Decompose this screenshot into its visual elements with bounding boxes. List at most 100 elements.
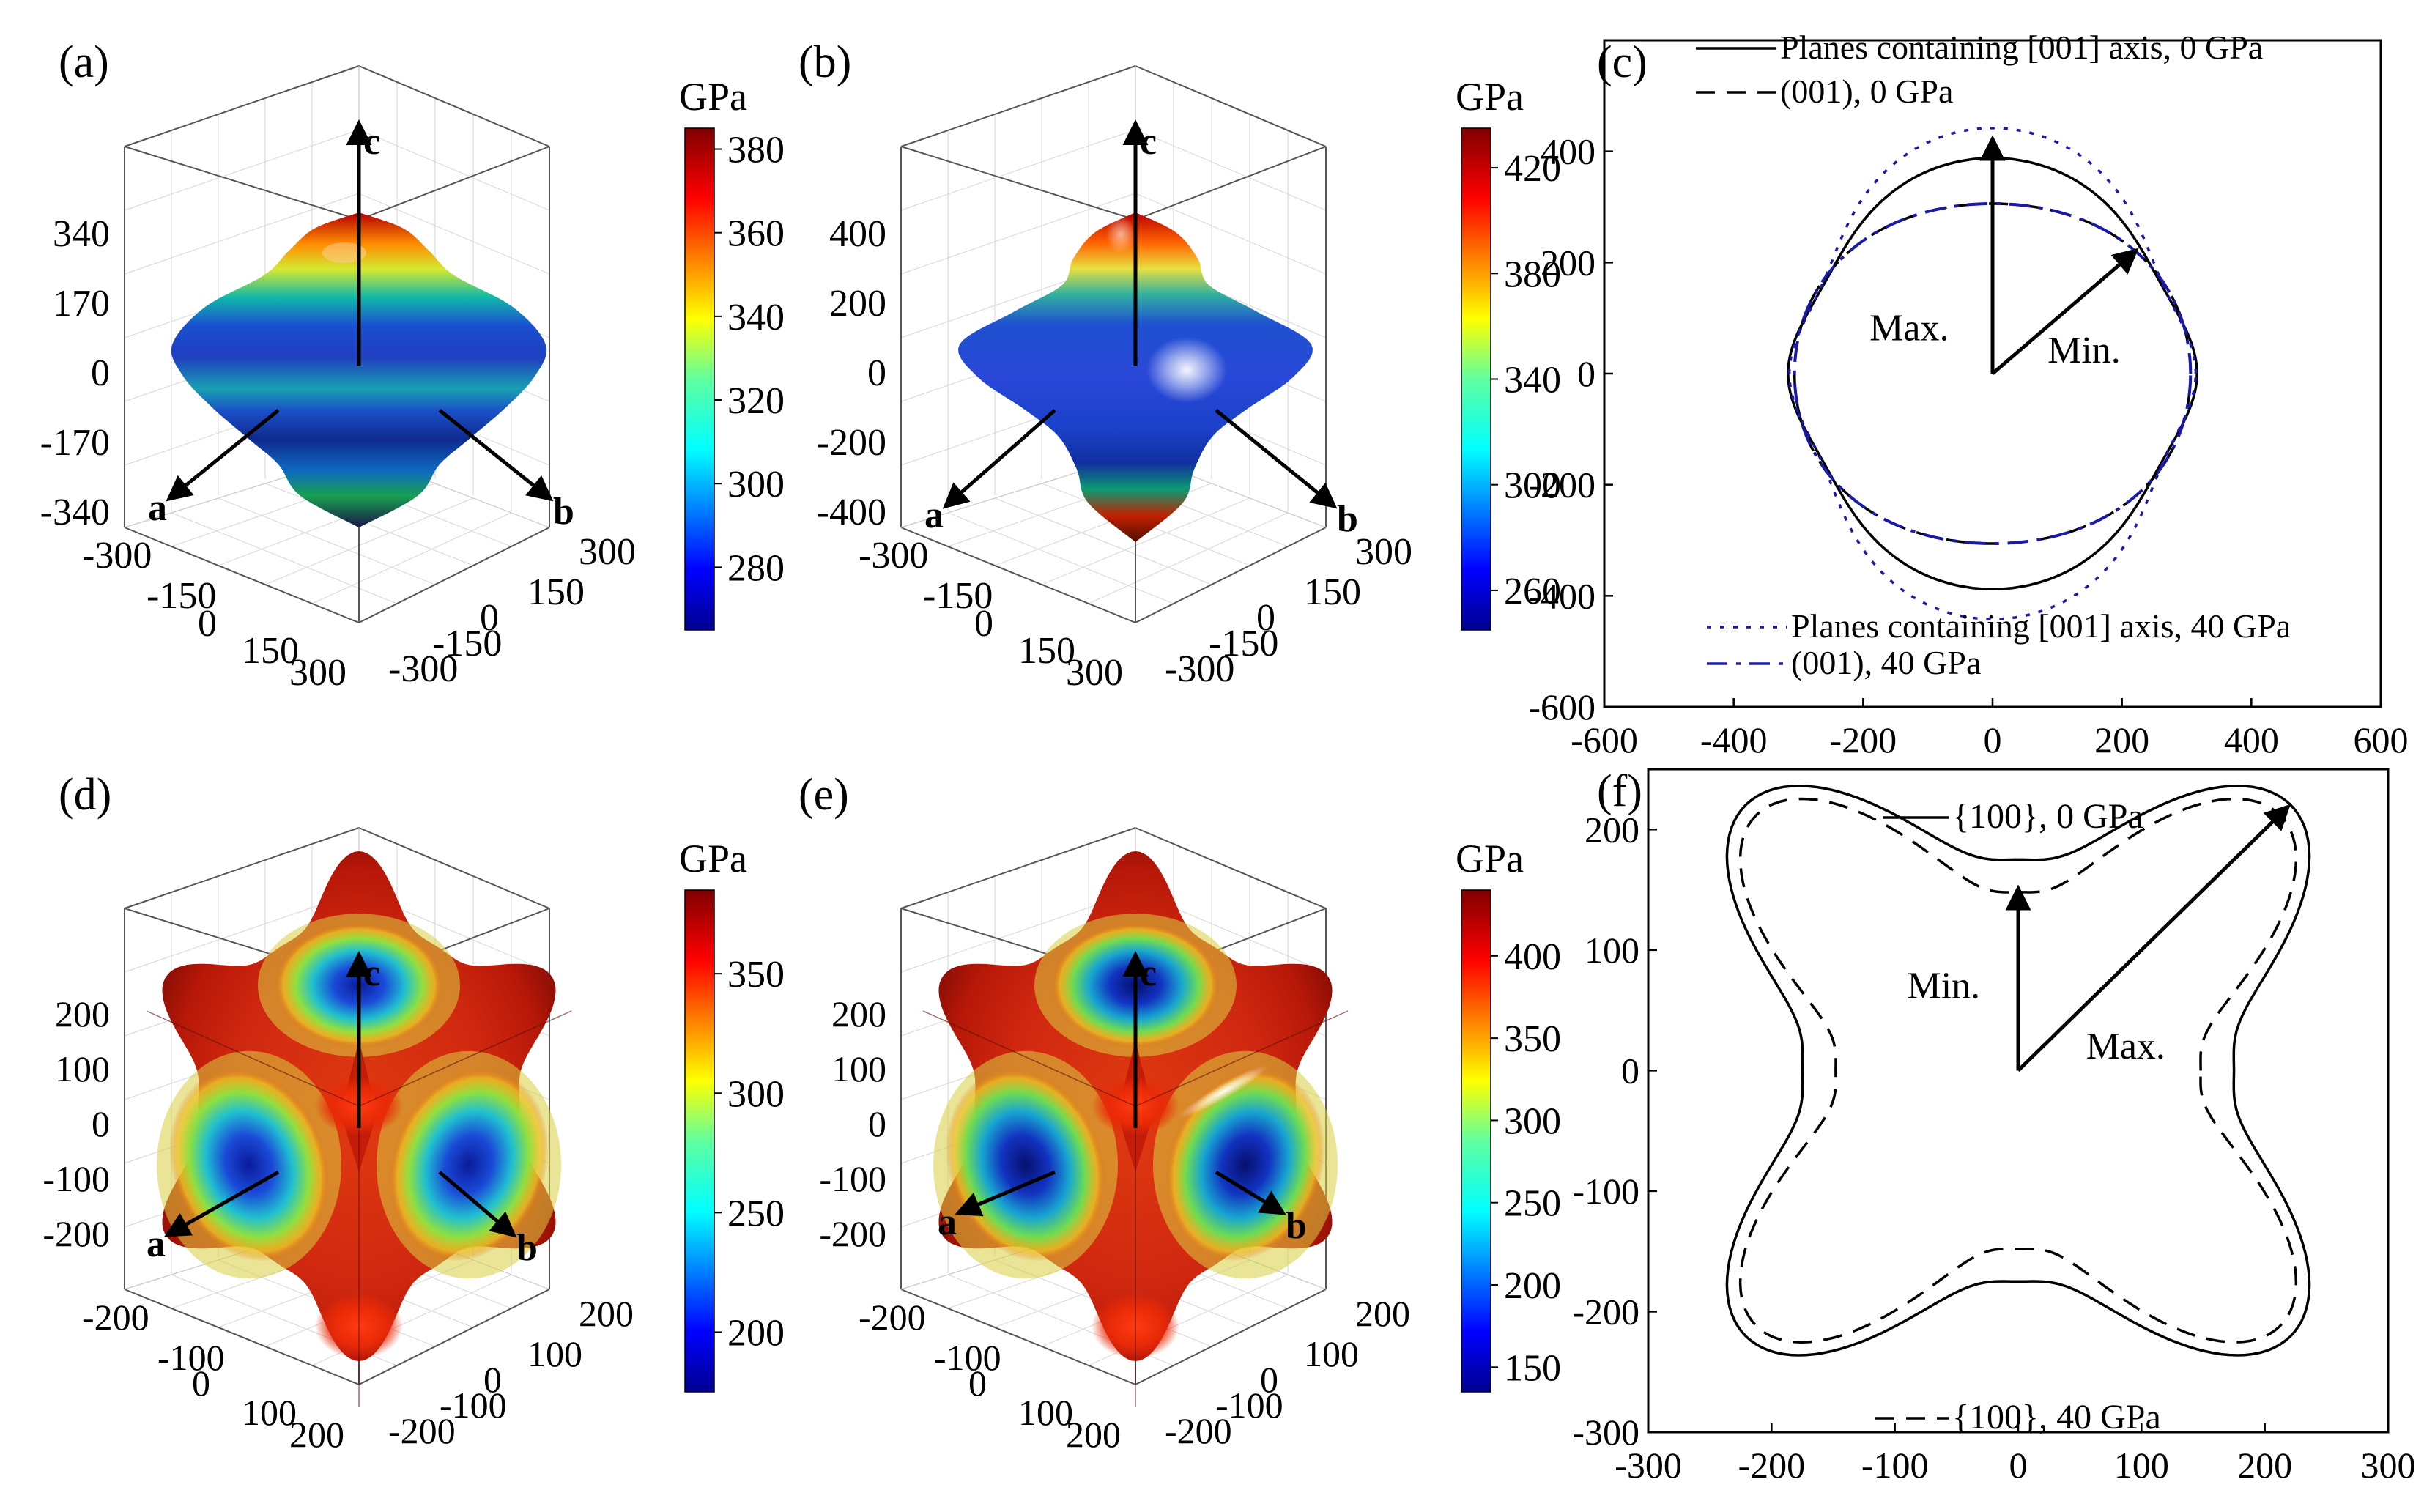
b-axis-arrow — [438, 409, 554, 502]
colorbar-tick-label: 300 — [1504, 1100, 1561, 1142]
z-tick-label: 100 — [831, 1048, 886, 1089]
legend-label: Planes containing [001] axis, 0 GPa — [1780, 29, 2263, 66]
box-edge — [900, 527, 1136, 623]
z-tick-label: 200 — [829, 283, 886, 325]
a-tick-label: 0 — [968, 1363, 987, 1404]
a-tick-label: -300 — [859, 535, 928, 577]
colorbar-tick-label: 300 — [727, 1073, 785, 1115]
box-edge — [358, 827, 550, 909]
x-tick-label: -600 — [1571, 719, 1638, 760]
panel-e: (e)ca b2001000-100-200-200-10001002002001… — [798, 770, 1561, 1455]
a-axis-arrow — [166, 409, 280, 502]
b-axis-arrow — [438, 1171, 517, 1238]
grid-line — [124, 129, 360, 211]
x-tick-label: -300 — [1615, 1445, 1682, 1486]
y-tick-label: -200 — [1572, 1291, 1639, 1332]
box-edge — [1135, 65, 1327, 147]
grid-line — [264, 483, 474, 566]
a-tick-label: 300 — [1066, 652, 1123, 694]
colorbar-tick-label: 150 — [1504, 1347, 1561, 1389]
box-edge — [900, 65, 1136, 147]
b-tick-label: 200 — [579, 1293, 634, 1334]
box-edge — [1135, 827, 1327, 909]
colorbar-unit-label: GPa — [1456, 837, 1524, 881]
b-axis-arrow — [1215, 409, 1338, 509]
b-tick-label: -150 — [432, 623, 502, 664]
a-tick-label: -100 — [934, 1337, 1001, 1378]
surface-shape — [958, 212, 1313, 542]
surface-edge — [922, 1010, 1136, 1107]
min-label: Min. — [1908, 966, 1981, 1007]
legend-label: {100}, 0 GPa — [1952, 797, 2143, 836]
colorbar-unit-label: GPa — [679, 837, 747, 881]
z-tick-label: 0 — [92, 1103, 110, 1144]
colorbar-tick-label: 250 — [727, 1193, 785, 1234]
legend-label: {100}, 40 GPa — [1952, 1398, 2161, 1437]
b-tick-label: 0 — [1256, 597, 1275, 639]
b-axis-label: b — [516, 1227, 538, 1269]
z-tick-label: 100 — [55, 1048, 110, 1089]
colorbar-tick-label: 350 — [727, 954, 785, 996]
a-axis-arrow — [955, 1170, 1056, 1217]
colorbar-tick-label: 300 — [1504, 465, 1561, 507]
x-tick-label: -200 — [1830, 719, 1897, 760]
z-tick-label: -100 — [42, 1158, 110, 1199]
colorbar — [684, 889, 715, 1393]
x-tick-label: -100 — [1861, 1445, 1929, 1486]
a-tick-label: 0 — [192, 1363, 210, 1404]
grid-line — [264, 497, 474, 585]
b-tick-label: -150 — [1209, 623, 1278, 664]
b-tick-label: 300 — [579, 531, 636, 573]
grid-line — [1135, 129, 1327, 211]
box-edge — [124, 1289, 360, 1385]
colorbar-tick-label: 260 — [1504, 571, 1561, 612]
min-label: Min. — [2047, 330, 2121, 371]
max-arrow — [2017, 804, 2291, 1072]
a-tick-label: 0 — [198, 603, 217, 645]
z-tick-label: 400 — [829, 213, 886, 255]
a-tick-label: 0 — [974, 603, 993, 645]
panel-a: (a)ca b3401700-170-340-300-15001503003001… — [40, 37, 785, 694]
box-edge — [358, 527, 550, 623]
grid-line — [1088, 512, 1289, 604]
colorbar-tick-label: 340 — [1504, 360, 1561, 401]
x-tick-label: 0 — [2009, 1445, 2028, 1486]
a-tick-label: 300 — [289, 652, 346, 694]
box-edge — [1135, 527, 1327, 623]
c-axis-label: c — [363, 121, 380, 163]
colorbar — [684, 127, 715, 631]
y-tick-label: -100 — [1572, 1171, 1639, 1212]
max-label: Max. — [2086, 1026, 2165, 1067]
box-edge — [124, 527, 360, 623]
a-tick-label: -300 — [82, 535, 152, 577]
panel-label: (f) — [1597, 766, 1642, 816]
b-tick-label: 150 — [527, 571, 585, 613]
box-edge — [1135, 1289, 1327, 1385]
grid-line — [994, 497, 1212, 585]
b-tick-label: 0 — [480, 597, 499, 639]
panel-label: (b) — [798, 37, 851, 87]
colorbar — [1461, 889, 1491, 1393]
panel-d: (d)ca b2001000-100-200-200-10001002002001… — [42, 770, 785, 1455]
b-axis-arrow — [1215, 1170, 1286, 1215]
b-tick-label: -100 — [1216, 1385, 1283, 1426]
x-tick-label: 300 — [2361, 1445, 2416, 1486]
b-tick-label: 300 — [1355, 531, 1412, 573]
colorbar-tick-label: 350 — [1504, 1018, 1561, 1060]
z-tick-label: 0 — [91, 352, 110, 394]
box-edge — [358, 146, 550, 220]
colorbar-tick-label: 420 — [1504, 148, 1561, 190]
z-tick-label: -340 — [40, 492, 110, 533]
z-tick-label: 200 — [55, 993, 110, 1034]
max-label: Max. — [1869, 308, 1949, 349]
box-edge — [900, 827, 1136, 909]
a-axis-label: a — [147, 1223, 166, 1265]
surface-highlight — [322, 242, 366, 263]
y-tick-label: 100 — [1585, 930, 1639, 971]
z-tick-label: 340 — [53, 213, 110, 255]
colorbar-tick-label: 250 — [1504, 1183, 1561, 1225]
panel-f: (f) -300 -200 -100 0 100 200 300 -300 -200 -100 0 10… — [1572, 766, 2415, 1486]
a-axis-arrow — [942, 409, 1056, 509]
y-tick-label: -200 — [1528, 464, 1595, 505]
